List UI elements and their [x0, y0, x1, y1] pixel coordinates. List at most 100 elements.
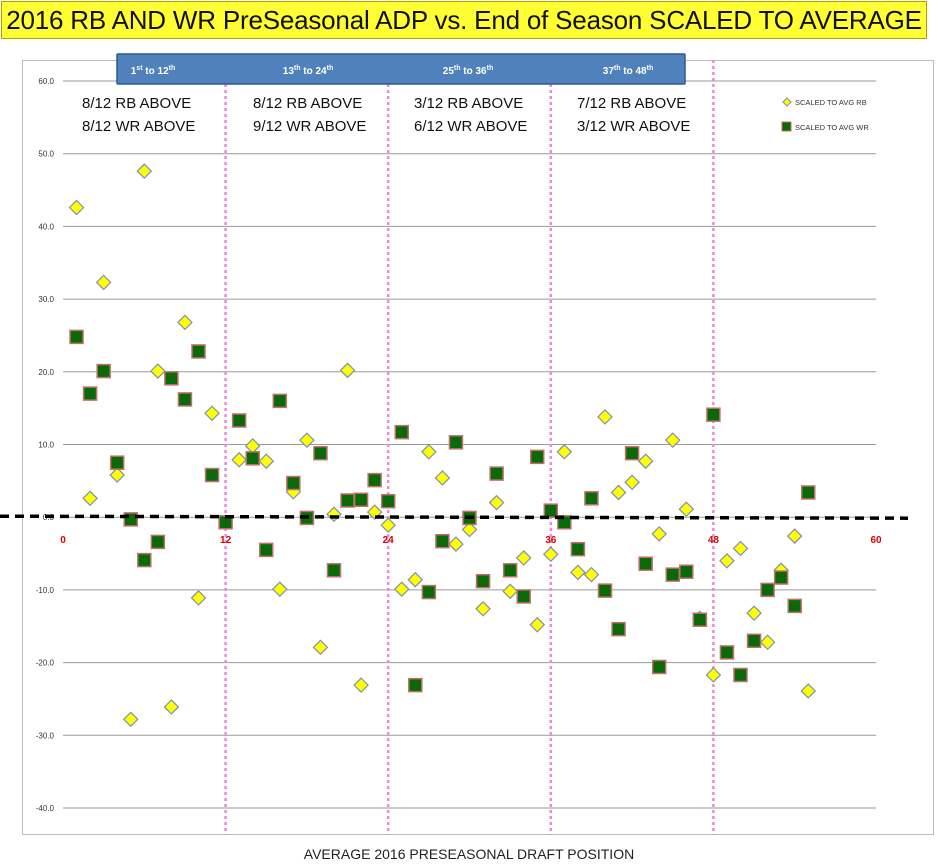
wr-point	[259, 542, 274, 558]
range-band-label: 25th to 36th	[443, 65, 493, 77]
rb-point	[271, 581, 288, 598]
wr-point	[611, 621, 626, 637]
wr-point	[245, 451, 260, 466]
wr-point	[651, 659, 667, 675]
annotation-wr-above: 6/12 WR ABOVE	[414, 118, 527, 135]
rb-point	[190, 590, 207, 606]
legend-rb-label: SCALED TO AVG RB	[795, 98, 867, 107]
wr-point	[624, 445, 640, 461]
y-tick-label: -40.0	[36, 804, 55, 813]
wr-point	[543, 503, 559, 518]
wr-point	[746, 633, 762, 649]
wr-point	[665, 567, 680, 582]
rb-point	[705, 667, 722, 683]
wr-point	[191, 344, 206, 359]
legend-wr-label: SCALED TO AVG WR	[795, 123, 869, 132]
x-tick-label: 12	[220, 535, 232, 546]
rb-point	[678, 501, 695, 518]
wr-point	[313, 445, 328, 461]
wr-point	[570, 541, 586, 557]
rb-point	[800, 683, 817, 699]
annotation-rb-above: 3/12 RB ABOVE	[414, 95, 523, 112]
rb-point	[326, 506, 342, 523]
wr-point	[286, 475, 301, 491]
rb-point	[407, 571, 424, 588]
x-tick-label: 24	[383, 535, 395, 546]
rb-point	[570, 564, 586, 581]
rb-point	[624, 474, 640, 491]
rb-point	[759, 634, 776, 651]
rb-point	[380, 517, 397, 534]
x-tick-label: 60	[870, 535, 882, 546]
wr-point	[801, 485, 816, 500]
wr-point	[719, 645, 735, 660]
wr-point	[340, 493, 355, 508]
rb-point	[258, 453, 275, 470]
rb-point	[502, 583, 518, 600]
wr-point	[502, 563, 518, 578]
chart-title: 2016 RB AND WR PreSeasonal ADP vs. End o…	[6, 4, 922, 35]
rb-point	[610, 484, 627, 501]
annotation-rb-above: 8/12 RB ABOVE	[253, 95, 362, 112]
rb-point	[353, 677, 369, 693]
wr-point	[150, 534, 166, 550]
rb-point	[556, 443, 573, 460]
wr-point	[421, 584, 437, 600]
rb-point	[448, 536, 464, 552]
annotation-rb-above: 8/12 RB ABOVE	[82, 95, 191, 112]
wr-point	[353, 492, 369, 508]
x-tick-label: 0	[60, 535, 66, 546]
rb-point	[719, 552, 735, 569]
y-tick-label: -20.0	[36, 659, 55, 668]
y-tick-label: 60.0	[38, 77, 54, 86]
y-tick-label: 10.0	[38, 441, 54, 450]
wr-point	[394, 424, 409, 440]
zero-line	[0, 514, 909, 520]
rb-point	[637, 453, 654, 470]
x-axis-title: AVERAGE 2016 PRESEASONAL DRAFT POSITION	[303, 846, 635, 862]
rb-point	[529, 616, 546, 633]
legend: SCALED TO AVG RB SCALED TO AVG WR	[781, 97, 869, 132]
wr-point	[96, 363, 111, 379]
wr-point	[597, 583, 613, 598]
wr-point	[82, 386, 98, 401]
rb-point	[82, 490, 98, 507]
range-band-group: 1st to 12th 13th to 24th 25th to 36th 37th …	[116, 53, 686, 85]
range-band-bar	[116, 53, 686, 85]
annotation-wr-above: 8/12 WR ABOVE	[82, 118, 195, 135]
wr-point	[435, 533, 450, 549]
range-band-label: 13th to 24th	[283, 65, 333, 77]
rb-point	[393, 581, 410, 598]
y-tick-label: 50.0	[38, 150, 54, 159]
chart-title-bar: 2016 RB AND WR PreSeasonal ADP vs. End o…	[1, 1, 927, 39]
y-tick-label: -10.0	[36, 586, 55, 595]
wr-point	[272, 393, 288, 409]
rb-point	[786, 528, 803, 544]
rb-point	[475, 600, 491, 617]
wr-point	[109, 455, 125, 470]
rb-point	[299, 432, 315, 448]
wr-point	[516, 589, 531, 604]
wr-point	[204, 467, 220, 483]
rb-point	[421, 443, 437, 460]
annotation-rb-above: 7/12 RB ABOVE	[577, 95, 686, 112]
rb-point	[95, 274, 112, 291]
wr-point	[584, 491, 599, 506]
rb-point	[150, 363, 166, 379]
y-tick-label: 20.0	[38, 368, 54, 377]
rb-point	[732, 540, 749, 557]
wr-point	[408, 677, 423, 693]
rb-point	[597, 409, 613, 425]
y-tick-label: 40.0	[38, 222, 54, 231]
wr-point	[489, 466, 504, 481]
range-band-label: 37th to 48th	[603, 65, 653, 77]
rb-point	[163, 699, 180, 715]
wr-point	[137, 552, 152, 568]
wr-point	[69, 329, 84, 345]
rb-point	[488, 494, 505, 511]
wr-point	[380, 493, 396, 509]
wr-point	[367, 472, 382, 488]
wr-point	[706, 407, 721, 422]
wr-point	[773, 570, 789, 585]
legend-rb-marker	[782, 97, 792, 107]
